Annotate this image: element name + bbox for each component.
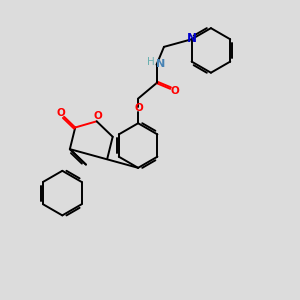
Text: O: O xyxy=(170,86,179,96)
Text: N: N xyxy=(187,32,196,45)
Text: O: O xyxy=(56,109,65,118)
Text: O: O xyxy=(94,110,103,121)
Text: N: N xyxy=(156,58,165,68)
Text: H: H xyxy=(147,57,155,67)
Text: O: O xyxy=(134,103,143,113)
